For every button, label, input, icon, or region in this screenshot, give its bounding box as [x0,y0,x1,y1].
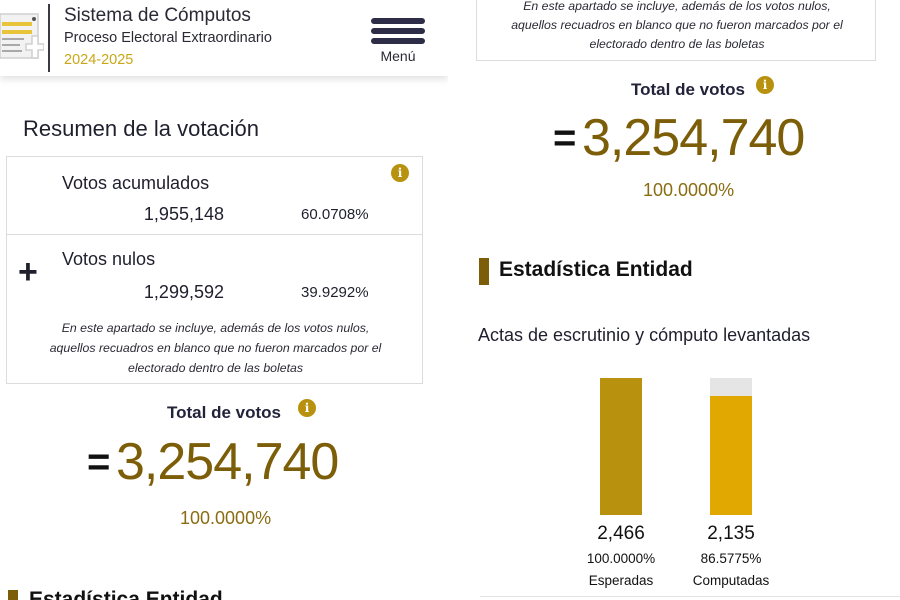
row-label: Votos nulos [62,249,156,269]
app-header: Sistema de Cómputos Proceso Electoral Ex… [0,0,448,76]
summary-card-continued: En este apartado se incluye, además de l… [476,0,876,61]
row-label: Votos acumulados [62,173,210,193]
right-panel: En este apartado se incluye, además de l… [452,0,900,600]
heading-accent-bar [8,590,18,600]
equals-icon: = [87,440,111,484]
stats-heading: Estadística Entidad [499,258,693,281]
info-icon[interactable]: i [756,76,774,94]
bar-label: Computadas [692,573,770,588]
bar-percent: 100.0000% [586,551,656,566]
row-percent: 39.9292% [301,284,369,301]
bar-fill-esperadas [600,378,642,515]
app-title: Sistema de Cómputos [64,5,251,26]
summary-card: i Votos acumulados 1,955,148 60.0708% + … [6,156,423,384]
bar-track [600,378,642,515]
nulos-note: En este apartado se incluye, además de l… [49,321,382,375]
stats-heading: Estadística Entidad [29,588,223,600]
row-percent: 60.0708% [301,206,369,223]
bar-value: 2,135 [707,523,755,544]
menu-button[interactable]: Menú [368,18,428,70]
row-value: 1,299,592 [143,282,224,302]
left-panel: Sistema de Cómputos Proceso Electoral Ex… [0,0,448,600]
summary-title: Resumen de la votación [23,116,260,141]
section-divider [480,596,900,597]
header-divider [48,4,50,72]
app-subtitle: Proceso Electoral Extraordinario [64,30,272,46]
ballot-box-icon [0,13,44,59]
menu-label: Menú [380,48,416,64]
hamburger-icon [368,18,428,44]
plus-icon: + [18,253,38,291]
bar-value: 2,466 [597,523,645,544]
total-value: 3,254,740 [116,433,339,491]
row-value: 1,955,148 [143,204,224,224]
bar-label: Esperadas [588,573,654,588]
nulos-note: En este apartado se incluye, además de l… [511,0,843,51]
total-label: Total de votos [167,403,281,422]
heading-accent-bar [479,258,489,285]
info-icon[interactable]: i [298,399,316,417]
bar-percent: 86.5775% [700,551,762,566]
election-year: 2024-2025 [64,52,134,68]
chart-title: Actas de escrutinio y cómputo levantadas [478,325,811,345]
info-icon[interactable]: i [391,164,409,182]
row-divider [7,234,422,235]
total-value: 3,254,740 [582,109,805,167]
total-percent: 100.0000% [643,180,735,200]
equals-icon: = [553,116,577,160]
total-percent: 100.0000% [180,508,272,528]
bar-track [710,378,752,515]
total-label: Total de votos [631,80,745,99]
bar-fill-computadas [710,396,752,515]
